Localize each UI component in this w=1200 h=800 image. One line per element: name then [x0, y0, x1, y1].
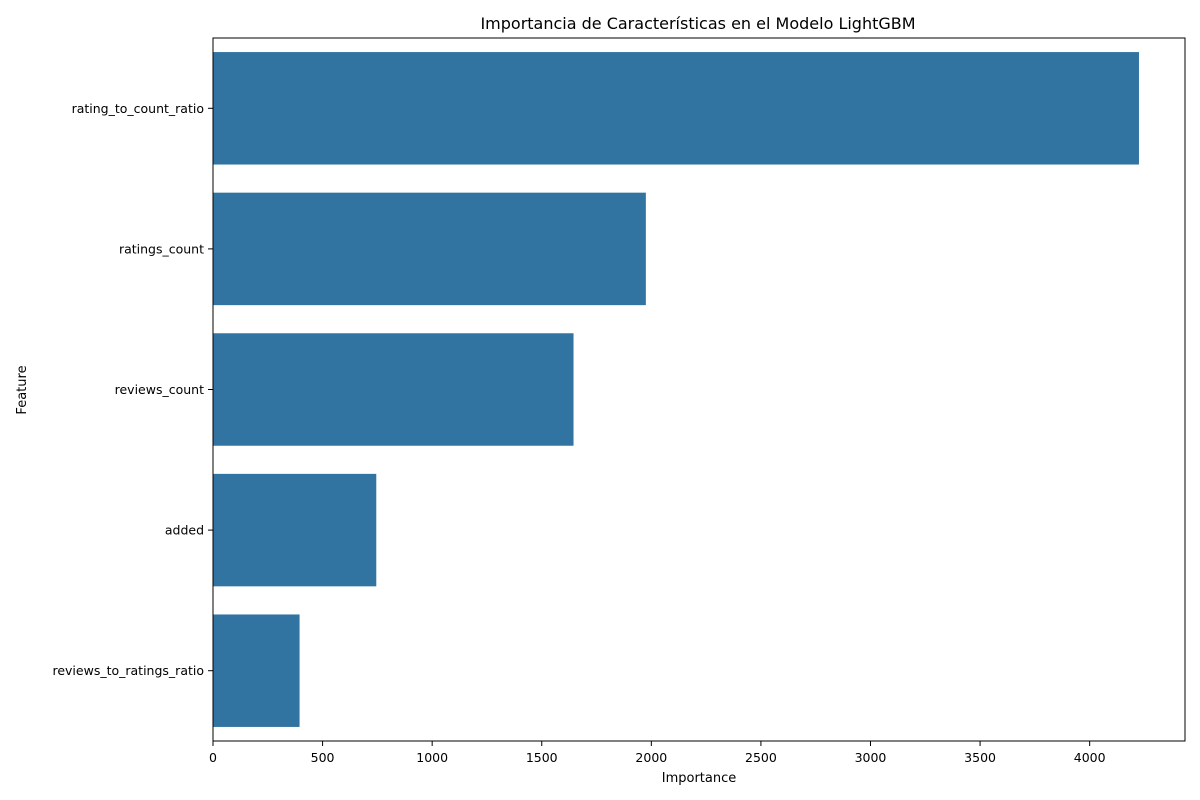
bar-reviews_to_ratings_ratio [213, 614, 300, 727]
x-tick-label: 3500 [964, 750, 996, 765]
bar-ratings_count [213, 192, 646, 306]
plot-frame [212, 37, 1186, 742]
x-axis-label: Importance [662, 771, 737, 786]
x-tick-label: 0 [209, 750, 217, 765]
y-axis-ticks: rating_to_count_ratio ratings_countreview… [52, 101, 213, 678]
x-axis-ticks: 0 500 1000 1500 2000 2500 3000 3500 4000 [209, 741, 1106, 765]
y-tick-label: rating_to_count_ratio [72, 101, 204, 116]
x-tick-label: 3000 [855, 750, 887, 765]
bar-reviews_count [213, 333, 574, 446]
y-tick-label: added [165, 523, 204, 538]
x-tick-label: 1000 [416, 750, 448, 765]
y-axis-label: Feature [15, 365, 30, 414]
x-tick-label: 500 [311, 750, 335, 765]
x-tick-label: 2000 [635, 750, 667, 765]
x-tick-label: 1500 [526, 750, 558, 765]
bars-group [213, 52, 1139, 727]
x-tick-label: 4000 [1074, 750, 1106, 765]
bar-rating_to_count_ratio [213, 52, 1139, 165]
y-tick-label: ratings_count [119, 241, 204, 256]
y-tick-label: reviews_to_ratings_ratio [52, 663, 204, 678]
chart-title: Importancia de Características en el Mod… [480, 14, 915, 33]
bar-added [213, 473, 377, 587]
x-tick-label: 2500 [745, 750, 777, 765]
y-tick-label: reviews_count [115, 382, 204, 397]
